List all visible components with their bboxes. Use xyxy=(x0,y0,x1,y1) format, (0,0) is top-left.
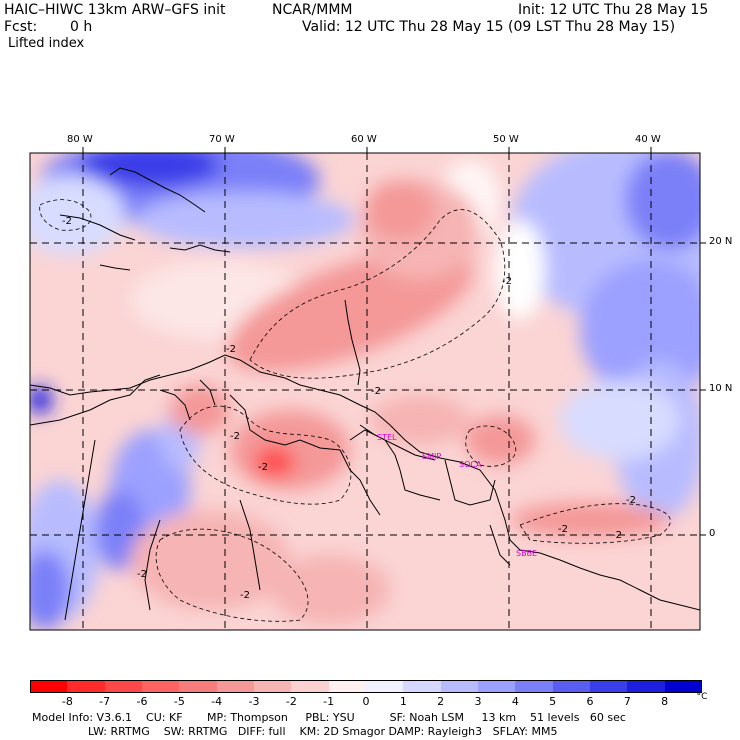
colorbar-label: 6 xyxy=(586,695,594,708)
map-frame xyxy=(29,152,701,631)
center-name: NCAR/MMM xyxy=(272,2,353,18)
colorbar-unit: °C xyxy=(696,692,708,702)
colorbar-label: 5 xyxy=(549,695,557,708)
contour-label: -2 xyxy=(137,569,147,580)
lon-label-80w: 80 W xyxy=(67,134,93,145)
colorbar-label: 1 xyxy=(399,695,407,708)
colorbar-label: 4 xyxy=(511,695,519,708)
colorbar-swatch xyxy=(67,680,106,693)
colorbar-swatch xyxy=(179,680,218,693)
contour-label: -2 xyxy=(258,462,268,473)
colorbar-swatch xyxy=(627,680,666,693)
lon-label-60w: 60 W xyxy=(351,134,377,145)
model-title: HAIC–HIWC 13km ARW–GFS init xyxy=(4,2,226,18)
colorbar-swatch xyxy=(552,680,591,693)
station-sbbe: SBBE xyxy=(516,549,538,558)
contours-minus-2 xyxy=(39,199,671,622)
forecast-label: Fcst: xyxy=(4,19,38,35)
colorbar-label: -1 xyxy=(323,695,335,708)
station-smjp: SMJP xyxy=(422,452,442,461)
colorbar-label: -2 xyxy=(285,695,297,708)
station-stel: STEL xyxy=(377,433,397,442)
graticule xyxy=(30,153,700,630)
colorbar-label: -3 xyxy=(248,695,260,708)
colorbar-label: -6 xyxy=(136,695,148,708)
contour-label: -2 xyxy=(62,216,72,227)
lat-label-10n: 10 N xyxy=(709,383,733,394)
colorbar-swatch xyxy=(664,680,703,693)
colorbar-swatch xyxy=(440,680,479,693)
colorbar-label: 2 xyxy=(437,695,445,708)
contour-label: -2 xyxy=(230,431,240,442)
colorbar-label: 0 xyxy=(362,695,370,708)
contour-label: -2 xyxy=(240,590,250,601)
colorbar-swatch xyxy=(590,680,628,693)
contour-label: -2 xyxy=(612,530,622,541)
lat-label-20n: 20 N xyxy=(709,236,733,247)
forecast-hour: 0 h xyxy=(70,19,93,35)
init-time: Init: 12 UTC Thu 28 May 15 xyxy=(518,2,709,18)
contour-label: -2 xyxy=(226,344,236,355)
field-shading xyxy=(30,153,700,630)
colorbar-label: -5 xyxy=(173,695,185,708)
axis-ticks xyxy=(82,147,706,536)
colorbar-swatch xyxy=(30,680,68,693)
contour-label: -2 xyxy=(558,524,568,535)
colorbar-outline xyxy=(30,680,702,693)
colorbar-label: 3 xyxy=(474,695,482,708)
colorbar-swatch xyxy=(478,680,516,693)
colorbar-swatch xyxy=(366,680,404,693)
colorbar-swatch xyxy=(142,680,180,693)
model-info-line1: Model Info: V3.6.1 CU: KF MP: Thompson P… xyxy=(32,711,626,724)
contour-label: -2 xyxy=(371,386,381,397)
lon-label-70w: 70 W xyxy=(209,134,235,145)
contour-label: -2 xyxy=(626,495,636,506)
colorbar-swatch xyxy=(254,680,292,693)
colorbar-label: -7 xyxy=(99,695,111,708)
colorbar-label: -4 xyxy=(211,695,223,708)
lat-label-0: 0 xyxy=(709,528,716,539)
lon-label-40w: 40 W xyxy=(635,134,661,145)
colorbar-swatch xyxy=(403,680,442,693)
colorbar-swatch xyxy=(328,680,367,693)
colorbar-label: 8 xyxy=(661,695,669,708)
colorbar-swatch xyxy=(104,680,143,693)
field-name: Lifted index xyxy=(8,36,85,51)
lon-label-50w: 50 W xyxy=(493,134,519,145)
station-soca: SOCA xyxy=(459,460,482,469)
colorbar-swatch xyxy=(216,680,255,693)
contour-label: -2 xyxy=(502,276,512,287)
colorbar-label: 7 xyxy=(623,695,631,708)
colorbar-swatch xyxy=(291,680,330,693)
colorbar-label: -8 xyxy=(61,695,73,708)
colorbar-swatch xyxy=(515,680,554,693)
coastlines xyxy=(30,167,700,621)
valid-time: Valid: 12 UTC Thu 28 May 15 (09 LST Thu … xyxy=(302,19,676,35)
model-info-line2: LW: RRTMG SW: RRTMG DIFF: full KM: 2D Sm… xyxy=(32,725,558,738)
